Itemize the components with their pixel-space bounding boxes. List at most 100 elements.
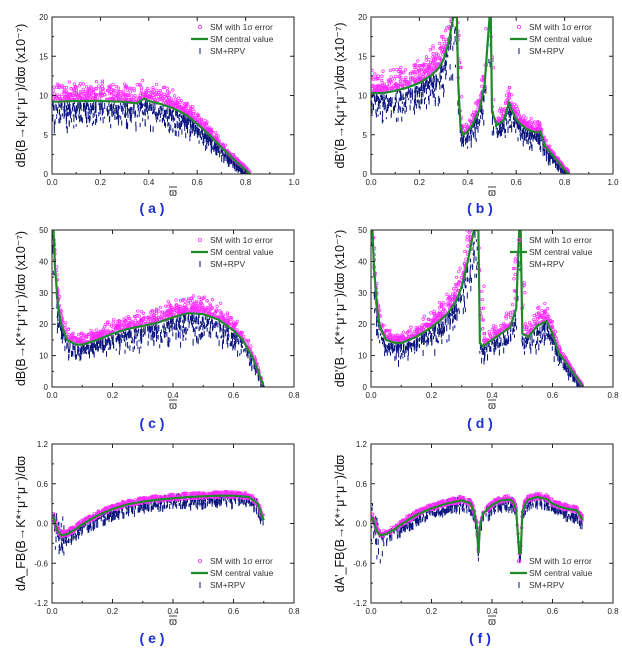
error-point bbox=[77, 95, 81, 99]
error-point bbox=[409, 77, 413, 82]
error-point bbox=[392, 77, 397, 81]
legend-label-sm-central: SM central value bbox=[210, 34, 274, 44]
error-point bbox=[453, 9, 456, 12]
error-point bbox=[95, 334, 100, 338]
error-point bbox=[52, 221, 55, 224]
error-point bbox=[167, 304, 171, 309]
error-point bbox=[436, 53, 440, 57]
error-point bbox=[402, 79, 406, 84]
error-point bbox=[103, 92, 107, 97]
error-point bbox=[59, 97, 63, 101]
error-point bbox=[214, 310, 218, 314]
error-point bbox=[174, 303, 179, 307]
error-point bbox=[155, 317, 160, 321]
error-point bbox=[221, 313, 226, 317]
error-point bbox=[69, 87, 73, 91]
panel-label: ( b ) bbox=[467, 200, 493, 216]
x-tick-label: 0.4 bbox=[167, 391, 179, 400]
error-point bbox=[98, 92, 102, 96]
error-point bbox=[388, 78, 393, 83]
error-point bbox=[538, 123, 542, 128]
x-tick-label: 0.2 bbox=[95, 178, 107, 187]
legend-label-sm-error: SM with 1σ error bbox=[210, 22, 273, 32]
error-point bbox=[431, 44, 435, 48]
error-point bbox=[481, 327, 485, 331]
error-point bbox=[398, 71, 403, 75]
error-point bbox=[154, 82, 159, 87]
error-point bbox=[174, 303, 178, 308]
error-point bbox=[183, 102, 187, 107]
error-point bbox=[123, 85, 127, 90]
error-point bbox=[107, 84, 111, 89]
error-point bbox=[184, 306, 188, 310]
y-tick-label: 30 bbox=[39, 289, 48, 298]
error-point bbox=[446, 296, 451, 300]
error-point bbox=[176, 310, 181, 315]
error-point bbox=[229, 316, 234, 320]
error-point bbox=[173, 102, 177, 106]
legend: SM with 1σ error SM central value SM+RPV bbox=[191, 22, 274, 56]
y-tick-label: 0 bbox=[44, 170, 49, 179]
error-point bbox=[445, 292, 449, 296]
error-point bbox=[81, 82, 86, 86]
error-point bbox=[210, 298, 215, 302]
error-point bbox=[66, 327, 71, 331]
error-point bbox=[537, 126, 541, 130]
error-point bbox=[116, 324, 120, 328]
error-point bbox=[566, 168, 570, 172]
error-point bbox=[202, 307, 206, 312]
error-point bbox=[94, 80, 99, 84]
error-point bbox=[445, 26, 449, 30]
error-point bbox=[464, 257, 468, 261]
error-point bbox=[146, 316, 150, 320]
error-point bbox=[208, 302, 212, 306]
error-point bbox=[79, 90, 83, 94]
error-point bbox=[174, 298, 178, 302]
error-point bbox=[82, 338, 86, 343]
error-point bbox=[59, 309, 64, 313]
error-point bbox=[173, 94, 177, 98]
error-point bbox=[412, 65, 417, 70]
error-point bbox=[128, 317, 132, 321]
error-point bbox=[381, 69, 385, 73]
error-point bbox=[517, 113, 522, 117]
error-point bbox=[373, 74, 378, 78]
error-point bbox=[422, 70, 427, 74]
error-point bbox=[74, 338, 78, 342]
error-point bbox=[97, 84, 101, 88]
error-point bbox=[476, 195, 479, 198]
error-point bbox=[134, 97, 138, 101]
error-point bbox=[178, 299, 183, 303]
error-point bbox=[371, 83, 376, 88]
legend-swatch-sm-error bbox=[197, 237, 202, 242]
series-sm-error bbox=[52, 78, 252, 174]
error-point bbox=[78, 82, 83, 86]
error-point bbox=[67, 80, 71, 84]
error-point bbox=[489, 6, 492, 9]
error-point bbox=[430, 63, 434, 67]
y-tick-label: 40 bbox=[39, 257, 48, 266]
error-point bbox=[523, 322, 527, 326]
error-point bbox=[232, 320, 236, 324]
error-point bbox=[191, 104, 195, 109]
error-point bbox=[80, 331, 84, 335]
error-point bbox=[100, 81, 105, 85]
error-point bbox=[194, 299, 199, 304]
plot-area bbox=[52, 221, 265, 387]
error-point bbox=[528, 321, 532, 325]
error-point bbox=[417, 64, 422, 68]
error-point bbox=[139, 309, 144, 314]
error-point bbox=[77, 333, 81, 337]
error-point bbox=[108, 91, 112, 96]
error-point bbox=[72, 336, 76, 340]
error-point bbox=[171, 88, 175, 92]
error-point bbox=[105, 321, 110, 325]
x-axis-label: ϖ bbox=[488, 188, 496, 199]
error-point bbox=[503, 101, 508, 105]
error-point bbox=[524, 120, 528, 124]
error-point bbox=[101, 331, 105, 336]
error-point bbox=[388, 68, 393, 73]
error-point bbox=[172, 308, 176, 312]
error-point bbox=[480, 84, 484, 89]
chart-panel-a: 0.0 0.2 0.4 0.6 0.8 1.0 0 5 10 15 20 ϖ dB(B→Kμ⁺μ⁻)/d… bbox=[14, 13, 300, 216]
